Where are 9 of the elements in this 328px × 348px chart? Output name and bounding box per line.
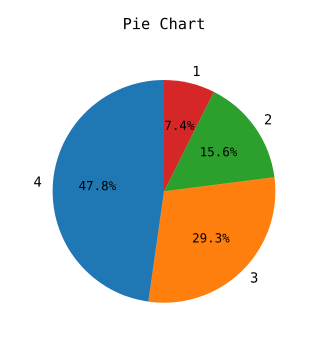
slice-label: 3 xyxy=(250,272,258,283)
slice-label: 4 xyxy=(34,176,42,187)
data-label: 7.4% xyxy=(165,120,194,130)
data-label: 15.6% xyxy=(201,146,238,156)
slice-label: 1 xyxy=(194,66,200,76)
data-label: 29.3% xyxy=(193,233,230,243)
data-label: 47.8% xyxy=(79,180,116,190)
chart-title: Pie Chart xyxy=(124,17,204,30)
slice-label: 2 xyxy=(264,114,272,124)
